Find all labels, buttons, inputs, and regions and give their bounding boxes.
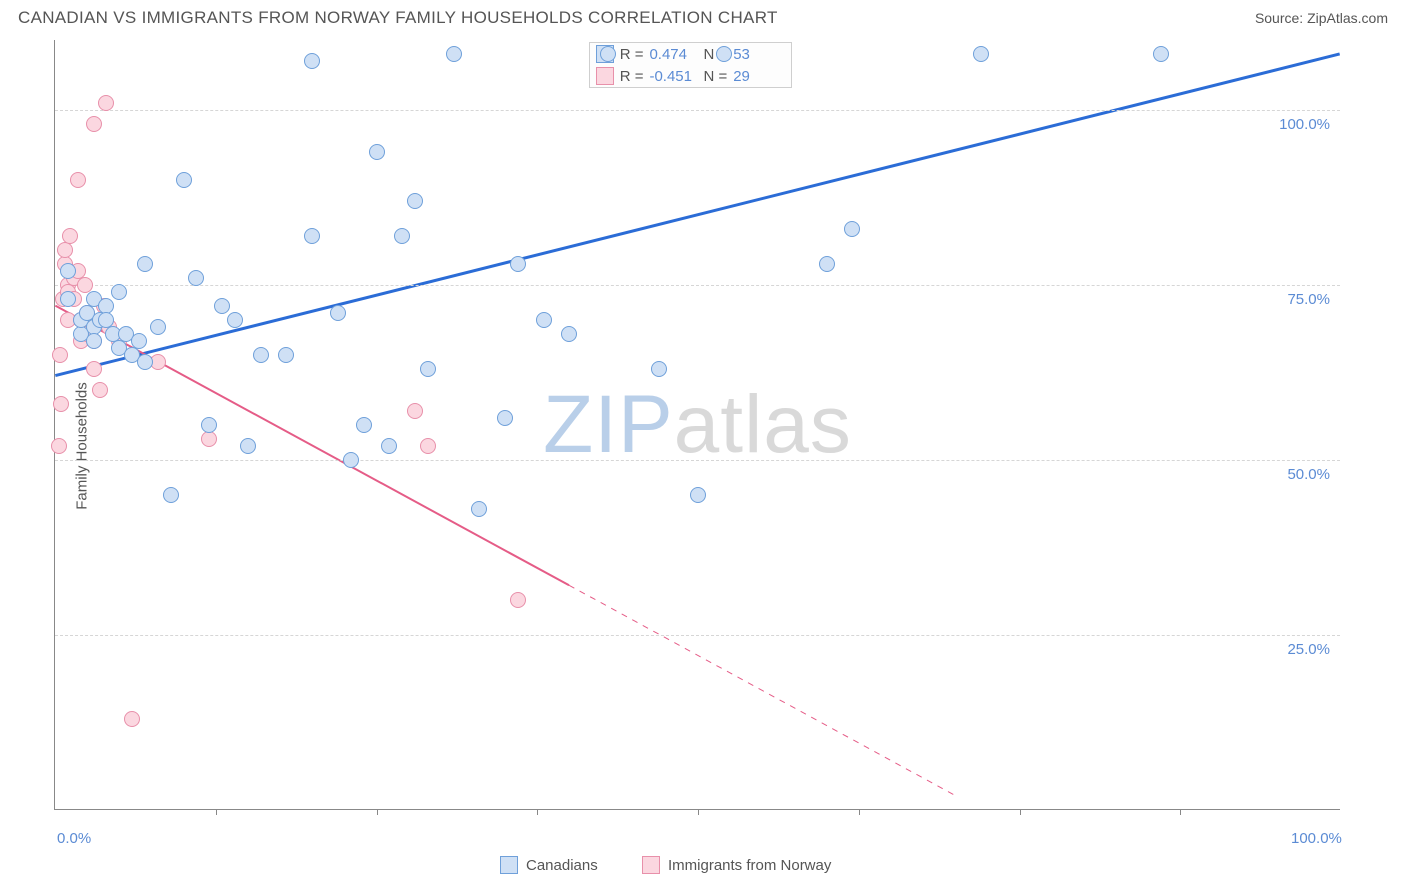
data-point [227, 312, 243, 328]
data-point [330, 305, 346, 321]
x-tick-mark [698, 809, 699, 815]
watermark-brand-a: ZIP [543, 379, 674, 470]
watermark: ZIPatlas [543, 378, 852, 472]
data-point [536, 312, 552, 328]
gridline [55, 635, 1340, 636]
data-point [381, 438, 397, 454]
data-point [407, 403, 423, 419]
data-point [60, 291, 76, 307]
data-point [819, 256, 835, 272]
x-tick-label: 100.0% [1291, 830, 1342, 847]
data-point [561, 326, 577, 342]
data-point [973, 46, 989, 62]
data-point [52, 347, 68, 363]
watermark-brand-b: atlas [674, 379, 852, 470]
source-attribution: Source: ZipAtlas.com [1255, 10, 1388, 26]
data-point [600, 46, 616, 62]
data-point [343, 452, 359, 468]
data-point [510, 592, 526, 608]
legend-swatch [642, 856, 660, 874]
data-point [278, 347, 294, 363]
trendline [569, 585, 954, 795]
data-point [188, 270, 204, 286]
chart-title: CANADIAN VS IMMIGRANTS FROM NORWAY FAMIL… [18, 8, 778, 28]
x-tick-label: 0.0% [57, 830, 91, 847]
data-point [51, 438, 67, 454]
legend-swatch [596, 67, 614, 85]
data-point [407, 193, 423, 209]
x-tick-mark [377, 809, 378, 815]
x-tick-mark [216, 809, 217, 815]
data-point [163, 487, 179, 503]
legend-label: Canadians [526, 857, 598, 874]
r-label: R = [620, 46, 644, 63]
data-point [394, 228, 410, 244]
gridline [55, 110, 1340, 111]
y-tick-label: 75.0% [1287, 291, 1330, 308]
r-value: 0.474 [649, 46, 697, 63]
legend-item: Canadians [500, 856, 598, 874]
data-point [497, 410, 513, 426]
data-point [98, 95, 114, 111]
data-point [716, 46, 732, 62]
gridline [55, 460, 1340, 461]
y-tick-label: 25.0% [1287, 641, 1330, 658]
data-point [240, 438, 256, 454]
data-point [137, 256, 153, 272]
data-point [253, 347, 269, 363]
data-point [420, 361, 436, 377]
data-point [510, 256, 526, 272]
data-point [131, 333, 147, 349]
stats-row: R = -0.451 N = 29 [590, 65, 792, 87]
r-value: -0.451 [649, 68, 697, 85]
r-label: R = [620, 68, 644, 85]
data-point [57, 242, 73, 258]
data-point [86, 361, 102, 377]
data-point [60, 263, 76, 279]
data-point [446, 46, 462, 62]
gridline [55, 285, 1340, 286]
data-point [690, 487, 706, 503]
data-point [176, 172, 192, 188]
data-point [111, 284, 127, 300]
data-point [201, 431, 217, 447]
data-point [124, 711, 140, 727]
data-point [62, 228, 78, 244]
n-label: N = [703, 68, 727, 85]
data-point [420, 438, 436, 454]
data-point [369, 144, 385, 160]
data-point [471, 501, 487, 517]
x-tick-mark [859, 809, 860, 815]
data-point [304, 53, 320, 69]
y-tick-label: 50.0% [1287, 466, 1330, 483]
data-point [651, 361, 667, 377]
data-point [844, 221, 860, 237]
trendline [55, 54, 1339, 376]
stats-row: R =0.474N =53 [590, 43, 792, 65]
data-point [70, 172, 86, 188]
data-point [214, 298, 230, 314]
x-tick-mark [1020, 809, 1021, 815]
x-tick-mark [1180, 809, 1181, 815]
data-point [86, 116, 102, 132]
legend-item: Immigrants from Norway [642, 856, 831, 874]
y-tick-label: 100.0% [1279, 116, 1330, 133]
data-point [304, 228, 320, 244]
legend-swatch [500, 856, 518, 874]
trendlines-layer [55, 40, 1340, 809]
n-value: 29 [733, 68, 781, 85]
data-point [356, 417, 372, 433]
data-point [1153, 46, 1169, 62]
data-point [201, 417, 217, 433]
n-value: 53 [733, 46, 781, 63]
data-point [150, 319, 166, 335]
data-point [53, 396, 69, 412]
x-tick-mark [537, 809, 538, 815]
legend-label: Immigrants from Norway [668, 857, 831, 874]
data-point [86, 333, 102, 349]
scatter-chart: ZIPatlas R = 0.474 N = 53 R = -0.451 N = 29 25.… [54, 40, 1340, 810]
correlation-stats-box: R = 0.474 N = 53 R = -0.451 N = 29 [589, 42, 793, 88]
data-point [137, 354, 153, 370]
data-point [92, 382, 108, 398]
